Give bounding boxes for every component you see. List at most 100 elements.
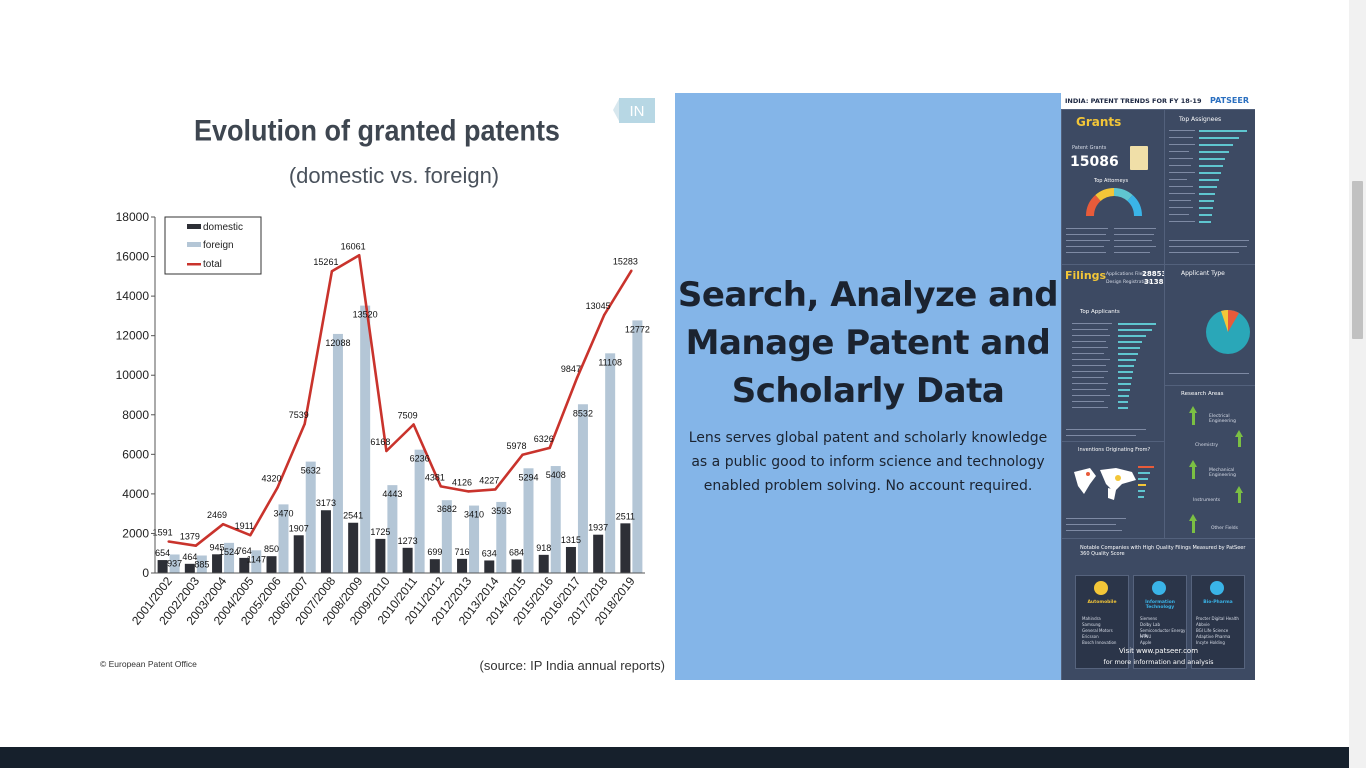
bar-foreign — [605, 353, 616, 573]
point-total — [385, 449, 388, 453]
bar-foreign — [523, 468, 534, 573]
data-label-domestic: 654 — [155, 548, 170, 558]
point-total — [439, 485, 443, 488]
bar-foreign — [632, 320, 643, 573]
data-label-foreign: 11108 — [598, 357, 622, 367]
it-item: NTNU — [1140, 634, 1152, 639]
it-item: Apple — [1140, 640, 1152, 645]
bar-domestic — [429, 559, 440, 573]
data-label-domestic: 764 — [237, 546, 252, 556]
bar-foreign — [469, 505, 480, 573]
promo-headline: Search, Analyze and Manage Patent and Sc… — [675, 271, 1061, 415]
design-registration-label: Design Registration: — [1106, 280, 1152, 285]
automobile-item: Mahindra — [1082, 616, 1101, 621]
data-label-total: 9847 — [561, 364, 581, 374]
applicant-type-label: Applicant Type — [1181, 270, 1225, 277]
research-area-4: Instruments — [1193, 498, 1221, 503]
patseer-logo: PATSEER — [1209, 96, 1249, 105]
bar-domestic — [565, 546, 576, 573]
top-assignees-label: Top Assignees — [1179, 116, 1222, 123]
data-label-total: 13045 — [586, 301, 611, 311]
infographic-header: INDIA: PATENT TRENDS FOR FY 18-19 PATSEE… — [1061, 93, 1255, 109]
patent-chart: Evolution of granted patents (domestic v… — [100, 98, 665, 673]
filings-heading: Filings — [1065, 269, 1107, 282]
bar-foreign — [251, 550, 262, 573]
page-scrollbar-thumb[interactable] — [1352, 181, 1363, 339]
bio-pharma-item: Abbvie — [1196, 622, 1210, 627]
data-label-total: 4381 — [425, 472, 445, 482]
data-label-total: 15261 — [313, 257, 338, 267]
data-label-total: 6326 — [534, 434, 554, 444]
page-scrollbar-track[interactable] — [1349, 0, 1366, 768]
data-label-domestic: 3173 — [316, 498, 336, 508]
point-total — [221, 522, 225, 526]
data-label-foreign: 937 — [167, 558, 182, 568]
legend-swatch-foreign — [187, 242, 201, 247]
page-footer — [0, 747, 1349, 768]
data-label-total: 4320 — [261, 474, 281, 484]
data-label-foreign: 12772 — [625, 324, 650, 334]
y-tick-label: 4000 — [122, 487, 149, 501]
automobile-item: Bosch Innovation — [1082, 640, 1117, 645]
filings-section: Filings Applications Filed: 28853 Design… — [1061, 264, 1167, 442]
data-label-foreign: 3682 — [437, 504, 457, 514]
research-area-5: Other Fields — [1211, 526, 1238, 531]
data-label-domestic: 918 — [536, 543, 551, 553]
it-card-title: Information Technology — [1145, 600, 1175, 610]
point-total — [548, 446, 551, 450]
world-map-icon — [1074, 468, 1136, 500]
bio-pharma-item: Adaptive Pharma — [1196, 634, 1231, 639]
attorneys-donut-chart — [1086, 187, 1142, 217]
data-label-domestic: 2511 — [616, 511, 635, 521]
bar-domestic — [620, 523, 631, 573]
applications-filed-value: 28853 — [1142, 270, 1167, 278]
promo-headline-line-3: Scholarly Data — [731, 371, 1005, 411]
chart-subtitle: (domestic vs. foreign) — [289, 163, 499, 188]
research-area-1: Electrical Engineering — [1209, 414, 1236, 424]
chart-legend: domestic foreign total — [164, 216, 262, 275]
y-tick-label: 18000 — [116, 210, 150, 224]
country-badge-label: IN — [630, 103, 645, 120]
data-label-total: 7509 — [398, 410, 418, 420]
data-label-total: 5978 — [506, 441, 526, 451]
country-badge: IN — [613, 98, 655, 123]
bar-foreign — [414, 449, 425, 573]
bar-foreign — [305, 461, 316, 573]
notable-companies-label: Notable Companies with High Quality Fili… — [1080, 545, 1246, 557]
data-label-total: 1911 — [235, 521, 254, 531]
data-label-total: 15283 — [613, 257, 638, 267]
research-area-3: Mechanical Engineering — [1209, 468, 1236, 478]
bar-domestic — [184, 563, 195, 573]
bar-foreign — [441, 500, 452, 573]
bar-foreign — [496, 501, 507, 573]
data-label-total: 4126 — [452, 477, 472, 487]
legend-label-domestic: domestic — [203, 222, 243, 233]
bar-domestic — [538, 554, 549, 573]
y-tick-label: 6000 — [122, 447, 149, 461]
data-label-foreign: 5632 — [301, 466, 321, 476]
data-label-domestic: 684 — [509, 547, 524, 557]
y-tick-label: 8000 — [122, 408, 149, 422]
point-total — [167, 540, 170, 543]
legend-swatch-domestic — [187, 224, 201, 229]
y-tick-label: 14000 — [116, 289, 150, 303]
promo-panel: Search, Analyze and Manage Patent and Sc… — [675, 93, 1061, 680]
point-total — [303, 422, 306, 426]
data-label-domestic: 699 — [427, 547, 442, 557]
bio-pharma-card-title: Bio-Pharma — [1203, 600, 1233, 605]
data-label-foreign: 885 — [194, 559, 209, 569]
data-label-domestic: 945 — [210, 542, 225, 552]
point-total — [249, 534, 252, 537]
point-total — [575, 377, 579, 380]
promo-headline-line-2: Manage Patent and — [685, 323, 1051, 363]
bar-domestic — [402, 547, 413, 573]
top-applicants-label: Top Applicants — [1080, 309, 1120, 315]
bio-pharma-item: BGI Life Science — [1196, 628, 1229, 633]
data-label-total: 6168 — [370, 437, 390, 447]
design-registration-value: 3138 — [1144, 278, 1164, 286]
bar-domestic — [157, 560, 168, 573]
promo-description: Lens serves global patent and scholarly … — [688, 430, 1048, 494]
data-label-total: 2469 — [207, 510, 227, 520]
automobile-item: Ericsson — [1082, 634, 1099, 639]
bar-foreign — [550, 466, 561, 573]
